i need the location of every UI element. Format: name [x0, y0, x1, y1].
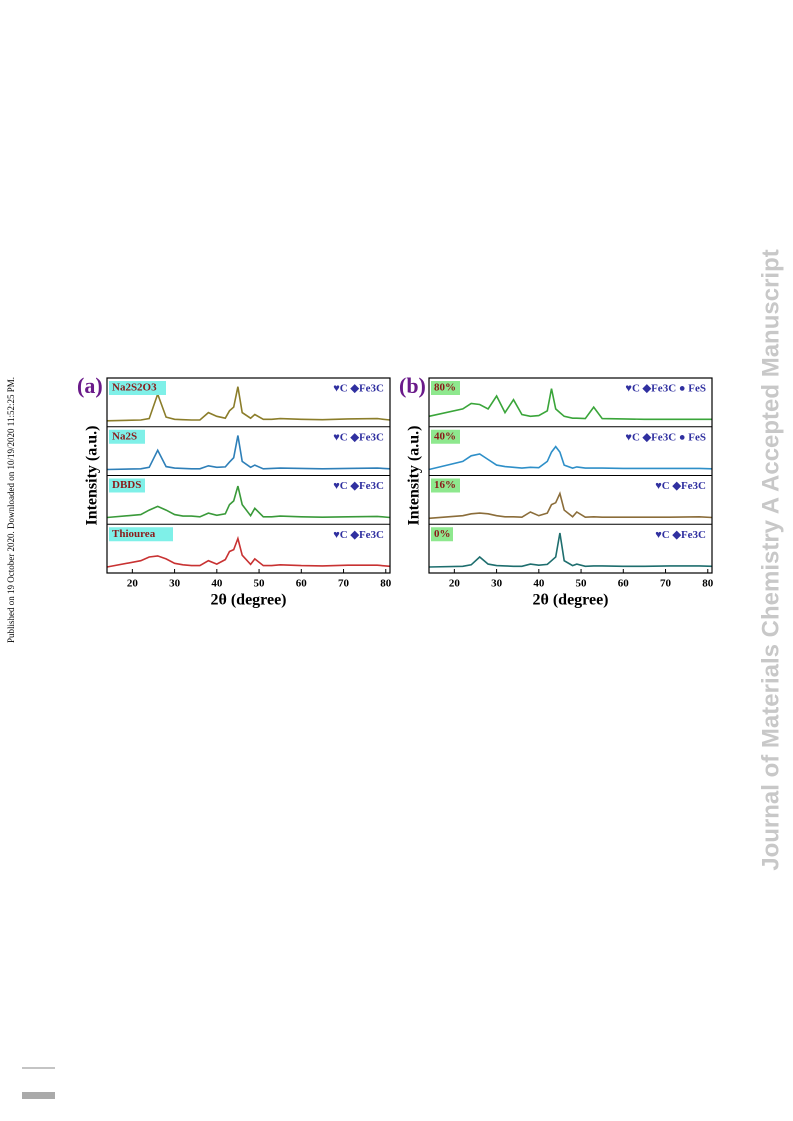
legend-entry: ♥C ◆Fe3C [333, 529, 384, 541]
legend-entry: ♥C ◆Fe3C [333, 480, 384, 492]
x-tick-label: 40 [211, 578, 223, 590]
published-note: Published on 19 October 2020. Downloaded… [6, 377, 16, 643]
label-bg [431, 527, 453, 542]
series-line [106, 485, 391, 519]
series-label: Na2S2O3 [112, 382, 157, 394]
series-line [428, 388, 712, 421]
x-tick-label: 20 [127, 578, 139, 590]
x-tick-label: 70 [660, 578, 672, 590]
label-bg [431, 429, 460, 444]
x-tick-label: 70 [338, 578, 350, 590]
label-bg [109, 527, 173, 542]
label-bg [109, 381, 166, 395]
y-axis-label: Intensity (a.u.) [84, 425, 101, 525]
x-tick-label: 30 [491, 578, 503, 590]
series-label: 80% [434, 382, 456, 394]
x-axis-label: 2θ (degree) [210, 592, 286, 609]
label-bg [431, 381, 460, 395]
x-tick-label: 30 [169, 578, 181, 590]
legend-entry: ♥C ◆Fe3C [655, 480, 706, 492]
x-tick-label: 80 [702, 578, 714, 590]
x-tick-label: 20 [449, 578, 461, 590]
legend-entry: ♥C ◆Fe3C [655, 529, 706, 541]
y-axis-label: Intensity (a.u.) [406, 425, 423, 525]
x-tick-label: 80 [380, 578, 392, 590]
series-line [428, 445, 713, 471]
series-label: 16% [434, 479, 456, 491]
legend-entry: ♥C ◆Fe3C ● FeS [625, 431, 706, 443]
label-bg [431, 478, 460, 493]
series-label: 40% [434, 430, 456, 442]
panel-label: (a) [77, 373, 103, 398]
panel-label: (b) [399, 373, 426, 398]
x-tick-label: 50 [576, 578, 588, 590]
legend-entry: ♥C ◆Fe3C [333, 383, 384, 395]
label-bg [109, 429, 145, 444]
series-line [106, 435, 391, 471]
x-axis-label: 2θ (degree) [532, 592, 608, 609]
x-tick-label: 60 [296, 578, 308, 590]
series-line [106, 386, 391, 422]
series-line [428, 532, 713, 568]
series-label: 0% [434, 528, 451, 540]
series-label: Thiourea [112, 528, 156, 540]
x-tick-label: 50 [254, 578, 266, 590]
series-line [106, 535, 391, 568]
plot-frame [106, 377, 391, 574]
legend-entry: ♥C ◆Fe3C [333, 431, 384, 443]
legend-entry: ♥C ◆Fe3C ● FeS [625, 383, 706, 395]
label-bg [109, 478, 145, 493]
x-tick-label: 60 [618, 578, 630, 590]
x-tick-label: 40 [533, 578, 545, 590]
plot-frame [428, 377, 713, 574]
series-label: Na2S [112, 430, 137, 442]
footer-bar [22, 1092, 55, 1099]
series-label: DBDS [112, 479, 141, 491]
watermark: Journal of Materials Chemistry A Accepte… [757, 249, 784, 870]
series-line [428, 491, 713, 520]
